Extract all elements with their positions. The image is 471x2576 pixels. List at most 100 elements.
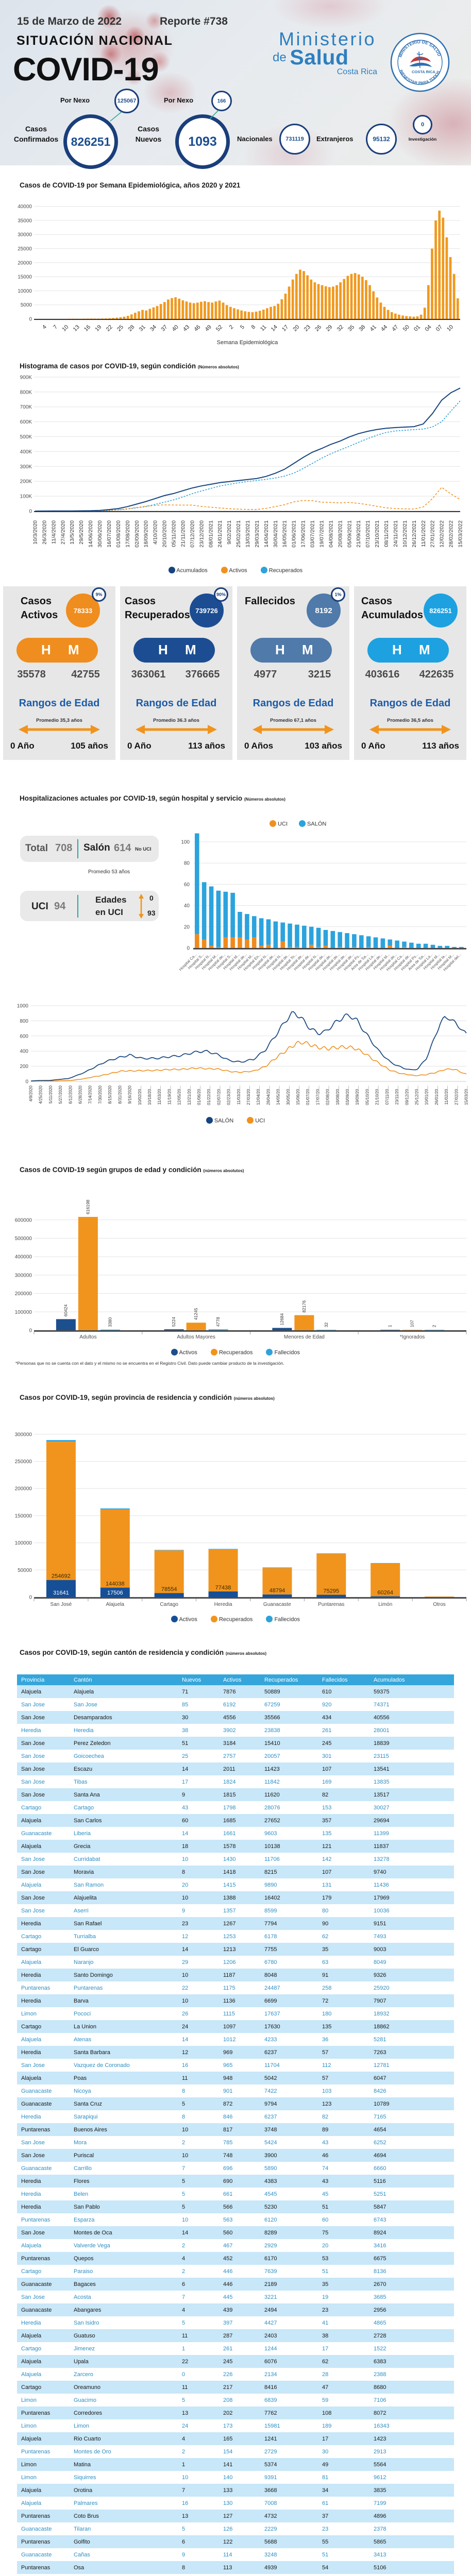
svg-text:13/5/2020: 13/5/2020 <box>69 520 75 545</box>
svg-text:2: 2 <box>228 324 235 331</box>
svg-text:01/07/20...: 01/07/20... <box>306 1086 310 1105</box>
svg-text:5: 5 <box>239 324 246 331</box>
svg-text:03/09/20...: 03/09/20... <box>345 1086 350 1105</box>
svg-text:8: 8 <box>250 324 257 331</box>
svg-text:07/10/2021: 07/10/2021 <box>365 520 371 548</box>
svg-text:02/23/20...: 02/23/20... <box>227 1086 231 1105</box>
svg-text:22: 22 <box>105 324 114 333</box>
svg-text:300K: 300K <box>20 464 32 470</box>
svg-text:17/07/20...: 17/07/20... <box>315 1086 320 1105</box>
svg-text:500000: 500000 <box>15 1236 32 1242</box>
svg-text:600000: 600000 <box>15 1217 32 1223</box>
svg-text:800: 800 <box>20 1019 28 1024</box>
svg-text:31641: 31641 <box>53 1590 69 1596</box>
svg-text:600K: 600K <box>20 419 32 425</box>
svg-text:5000: 5000 <box>21 302 32 308</box>
svg-text:40000: 40000 <box>18 204 32 210</box>
svg-text:26/01/20...: 26/01/20... <box>434 1086 439 1105</box>
svg-text:100000: 100000 <box>15 1310 32 1315</box>
svg-text:7/30/2020: 7/30/2020 <box>98 1085 103 1104</box>
svg-text:16: 16 <box>83 324 92 333</box>
svg-text:100000: 100000 <box>15 1540 32 1546</box>
svg-text:23: 23 <box>303 324 312 333</box>
svg-text:0: 0 <box>187 946 190 952</box>
svg-text:30/04/2021: 30/04/2021 <box>273 520 279 548</box>
svg-text:08/11/2021: 08/11/2021 <box>383 520 390 547</box>
svg-text:0: 0 <box>29 509 32 515</box>
svg-text:32: 32 <box>336 324 345 333</box>
svg-text:40: 40 <box>184 903 190 909</box>
svg-text:12/04/20...: 12/04/20... <box>256 1086 261 1105</box>
svg-text:200K: 200K <box>20 479 32 485</box>
svg-text:600: 600 <box>20 1033 28 1039</box>
svg-text:10/12/2021: 10/12/2021 <box>402 520 408 548</box>
svg-text:82176: 82176 <box>301 1300 307 1313</box>
svg-text:254692: 254692 <box>52 1573 71 1580</box>
svg-text:6/28/2020: 6/28/2020 <box>78 1085 83 1104</box>
svg-text:20/10/2020: 20/10/2020 <box>162 520 168 548</box>
svg-text:17/08/2020: 17/08/2020 <box>125 520 131 548</box>
svg-text:50000: 50000 <box>18 1568 32 1573</box>
svg-text:0: 0 <box>25 1079 28 1085</box>
svg-text:Otros: Otros <box>433 1602 445 1607</box>
svg-text:41245: 41245 <box>193 1308 198 1320</box>
svg-text:01/22/20...: 01/22/20... <box>207 1086 211 1105</box>
svg-text:02/08/20...: 02/08/20... <box>326 1086 330 1105</box>
svg-text:13/03/2021: 13/03/2021 <box>245 520 251 548</box>
svg-text:11/4/2020: 11/4/2020 <box>51 520 57 544</box>
svg-text:616198: 616198 <box>85 1199 90 1214</box>
svg-text:34: 34 <box>149 324 158 333</box>
svg-text:Guanacaste: Guanacaste <box>263 1602 291 1607</box>
svg-text:77438: 77438 <box>215 1585 231 1591</box>
svg-text:10/18/20...: 10/18/20... <box>147 1086 152 1105</box>
svg-text:COSTA RICA: COSTA RICA <box>412 70 435 74</box>
svg-text:80: 80 <box>184 861 190 867</box>
svg-text:2: 2 <box>432 1325 437 1327</box>
svg-text:24/11/2021: 24/11/2021 <box>393 520 399 547</box>
svg-text:1000: 1000 <box>17 1004 29 1009</box>
svg-text:21/10/20...: 21/10/20... <box>375 1086 380 1105</box>
svg-text:0: 0 <box>29 317 32 323</box>
svg-text:04/08/2021: 04/08/2021 <box>328 520 334 548</box>
svg-text:41: 41 <box>369 324 378 333</box>
svg-text:Puntarenas: Puntarenas <box>318 1602 344 1607</box>
svg-text:800K: 800K <box>20 389 32 395</box>
svg-text:24/01/2021: 24/01/2021 <box>217 520 223 548</box>
svg-text:Alajuela: Alajuela <box>106 1602 125 1607</box>
svg-text:5/11/2020: 5/11/2020 <box>48 1085 53 1104</box>
svg-text:Heredia: Heredia <box>214 1602 232 1607</box>
svg-text:27/01/2022: 27/01/2022 <box>430 520 436 548</box>
svg-text:29: 29 <box>325 324 333 333</box>
svg-text:11/03/20...: 11/03/20... <box>157 1086 162 1105</box>
svg-text:04: 04 <box>424 324 432 333</box>
svg-text:150000: 150000 <box>15 1513 32 1519</box>
svg-text:11/03/20...: 11/03/20... <box>237 1086 241 1105</box>
svg-text:107: 107 <box>410 1320 415 1327</box>
svg-text:9/02/2021: 9/02/2021 <box>226 520 232 545</box>
svg-text:26/12/2021: 26/12/2021 <box>411 520 417 548</box>
svg-text:01/06/2021: 01/06/2021 <box>291 520 297 548</box>
svg-text:11/19/20...: 11/19/20... <box>167 1086 172 1105</box>
svg-text:17/06/2021: 17/06/2021 <box>300 520 307 548</box>
svg-text:San José: San José <box>51 1602 72 1607</box>
svg-text:27/03/20...: 27/03/20... <box>246 1086 251 1105</box>
svg-text:8/15/2020: 8/15/2020 <box>108 1085 112 1104</box>
svg-text:12684: 12684 <box>279 1313 284 1326</box>
svg-text:400000: 400000 <box>15 1255 32 1260</box>
svg-text:0: 0 <box>29 1328 32 1334</box>
svg-text:18/08/20...: 18/08/20... <box>335 1086 340 1105</box>
svg-text:17: 17 <box>281 324 290 333</box>
svg-text:500K: 500K <box>20 434 32 440</box>
svg-text:23/10/2021: 23/10/2021 <box>374 520 380 548</box>
svg-text:400: 400 <box>20 1049 28 1055</box>
svg-text:7: 7 <box>52 324 59 331</box>
svg-text:4/10/2020: 4/10/2020 <box>153 520 159 545</box>
svg-text:35: 35 <box>347 324 356 333</box>
svg-text:50: 50 <box>402 324 411 333</box>
svg-text:02/07/20...: 02/07/20... <box>216 1086 221 1105</box>
svg-text:11/02/20...: 11/02/20... <box>444 1086 449 1105</box>
svg-text:20: 20 <box>292 324 300 333</box>
svg-text:47: 47 <box>391 324 399 333</box>
svg-text:60264: 60264 <box>377 1589 393 1596</box>
svg-text:10/02/20...: 10/02/20... <box>138 1086 142 1105</box>
